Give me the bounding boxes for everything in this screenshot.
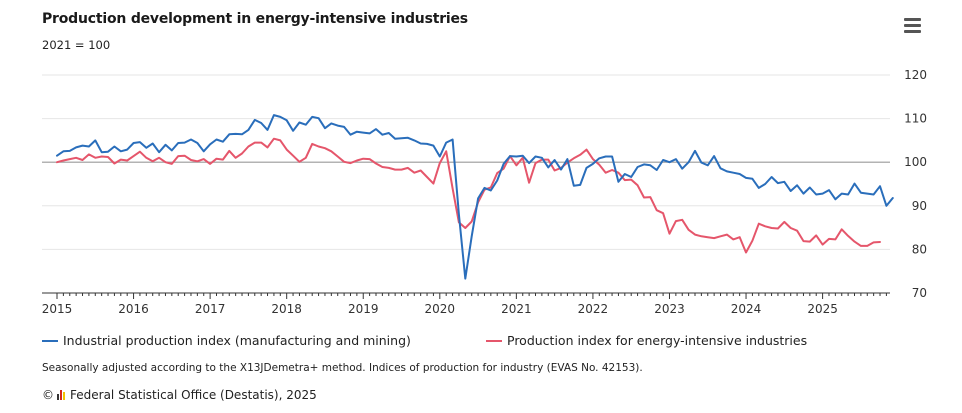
copyright-symbol: ©	[42, 388, 54, 402]
legend-label: Production index for energy-intensive in…	[507, 333, 808, 348]
hamburger-menu-icon[interactable]	[904, 18, 926, 38]
y-tick-label: 100	[904, 155, 927, 169]
x-tick-label: 2025	[807, 302, 838, 316]
chart-title: Production development in energy-intensi…	[42, 11, 468, 27]
y-tick-label: 80	[912, 242, 927, 256]
x-tick-label: 2015	[42, 302, 73, 316]
y-tick-label: 120	[904, 68, 927, 82]
x-tick-label: 2016	[118, 302, 149, 316]
destatis-logo-icon	[57, 390, 66, 400]
y-tick-label: 70	[912, 286, 927, 300]
line-chart: 70 80 90 100 110 120 2015 2016 2017 2018 2019 2020 2…	[42, 68, 927, 316]
x-tick-label: 2024	[731, 302, 762, 316]
series-line-industrial-production	[56, 114, 894, 280]
y-tick-label: 110	[904, 112, 927, 126]
source-text: Federal Statistical Office (Destatis), 2…	[70, 388, 317, 402]
x-tick-label: 2019	[348, 302, 379, 316]
legend-swatch-blue	[42, 339, 58, 342]
source-line: © Federal Statistical Office (Destatis),…	[42, 388, 317, 402]
footnote: Seasonally adjusted according to the X13…	[42, 362, 643, 374]
x-tick-label: 2020	[425, 302, 456, 316]
y-tick-label: 90	[912, 199, 927, 213]
legend-item-industrial-production[interactable]: Industrial production index (manufacturi…	[42, 333, 411, 348]
x-tick-label: 2017	[195, 302, 226, 316]
x-tick-label: 2021	[501, 302, 532, 316]
legend-swatch-red	[486, 339, 502, 342]
legend-label: Industrial production index (manufacturi…	[63, 333, 411, 348]
series-line-energy-intensive	[56, 137, 881, 254]
x-tick-label: 2022	[578, 302, 609, 316]
x-tick-label: 2023	[654, 302, 685, 316]
x-tick-label: 2018	[271, 302, 302, 316]
chart-subtitle: 2021 = 100	[42, 38, 111, 52]
legend-item-energy-intensive[interactable]: Production index for energy-intensive in…	[486, 333, 807, 348]
